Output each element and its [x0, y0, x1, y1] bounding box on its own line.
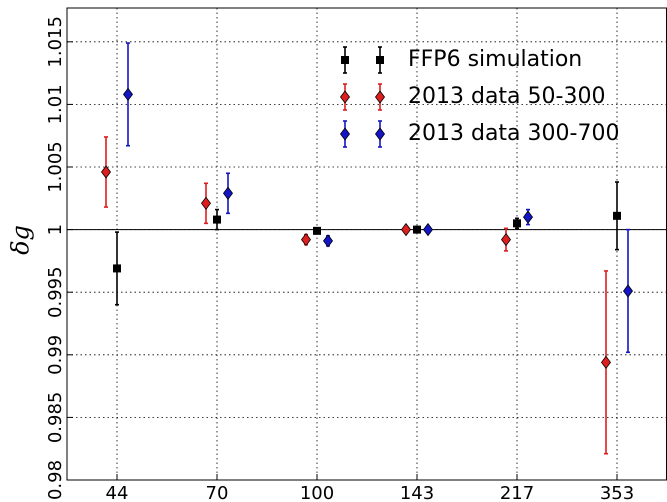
y-tick-label: 1.005 [45, 141, 66, 193]
y-axis-label: δg [7, 225, 35, 255]
marker [113, 264, 121, 273]
marker [401, 222, 411, 237]
marker [623, 284, 633, 298]
marker [213, 215, 221, 224]
marker [340, 127, 350, 141]
x-tick-label: 353 [600, 483, 634, 502]
marker [413, 225, 421, 234]
marker [523, 210, 533, 224]
y-tick-label: 0.985 [45, 392, 66, 444]
y-tick-label: 0.99 [45, 335, 66, 375]
marker [513, 219, 521, 228]
marker [313, 226, 321, 235]
x-tick-label: 100 [300, 483, 334, 502]
marker [101, 165, 111, 179]
marker [376, 56, 384, 64]
marker [375, 90, 385, 104]
marker [501, 232, 511, 247]
plot-frame [66, 7, 667, 481]
y-tick-label: 1 [45, 224, 66, 235]
marker [341, 56, 349, 64]
legend-label: 2013 data 50-300 [408, 84, 605, 109]
y-tick-label: 1.01 [45, 84, 66, 124]
x-tick-label: 217 [500, 483, 534, 502]
marker [375, 127, 385, 141]
y-tick-label: 0.995 [45, 266, 66, 318]
marker [301, 232, 311, 247]
marker [223, 186, 233, 200]
marker [201, 196, 211, 210]
x-tick-label: 70 [206, 483, 229, 502]
y-tick-label: 1.015 [45, 16, 66, 68]
legend-label: FFP6 simulation [408, 47, 582, 72]
x-tick-label: 44 [106, 483, 129, 502]
marker [123, 87, 133, 102]
marker [423, 222, 433, 237]
marker [613, 211, 621, 220]
marker [601, 355, 611, 369]
marker [323, 234, 333, 248]
y-tick-label: 0.98 [45, 460, 66, 500]
x-tick-label: 143 [400, 483, 434, 502]
marker [340, 90, 350, 104]
legend-label: 2013 data 300-700 [408, 121, 619, 146]
